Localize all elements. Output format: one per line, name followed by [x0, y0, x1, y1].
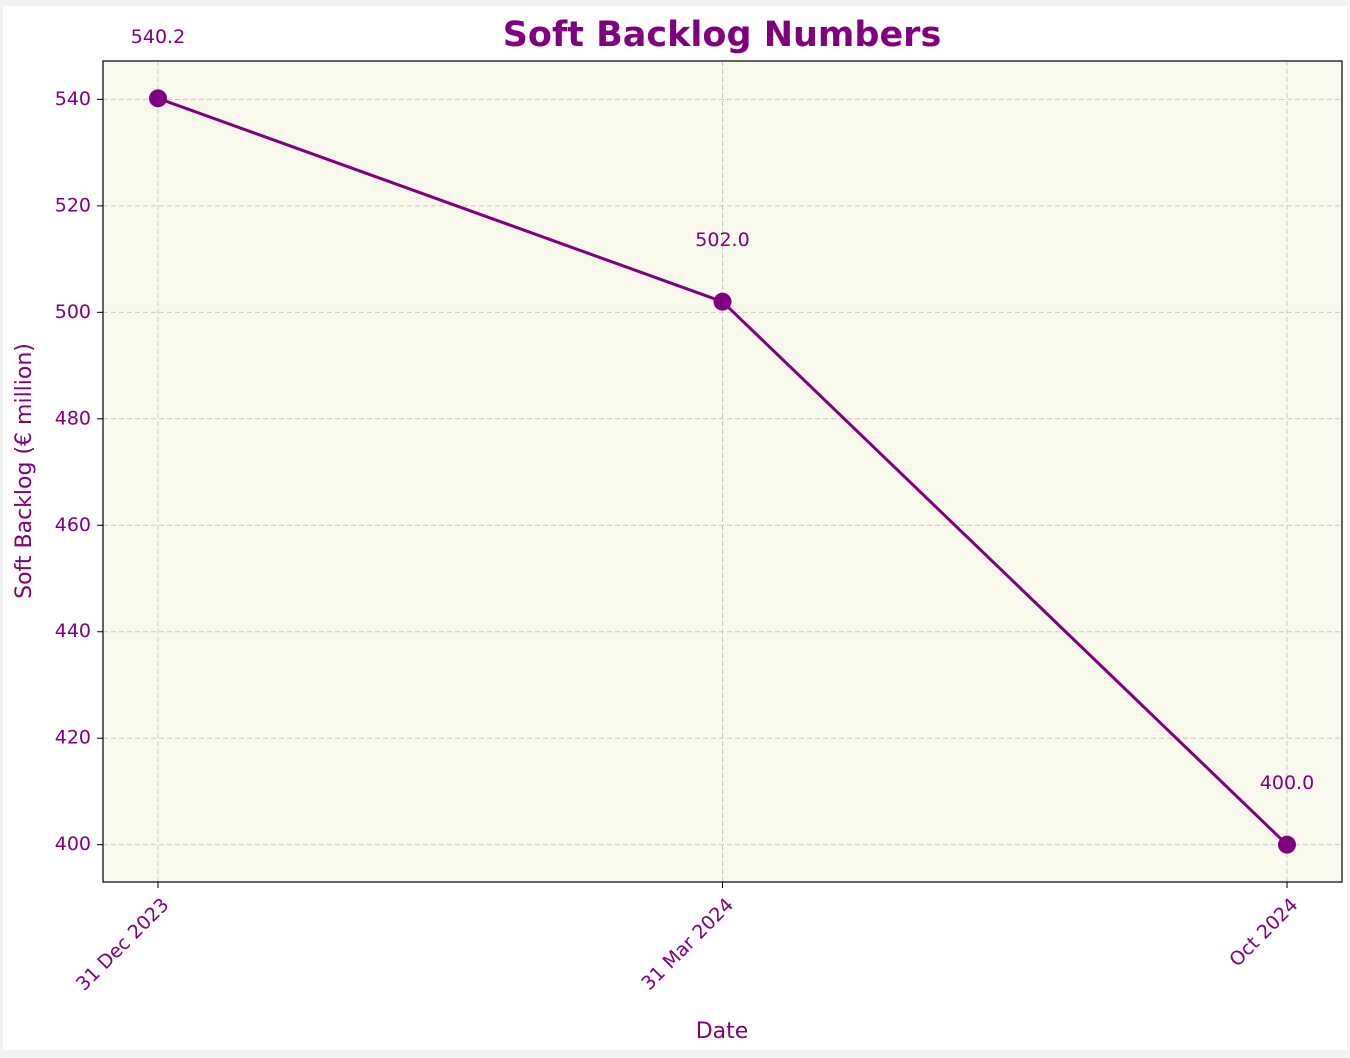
chart-title: Soft Backlog Numbers: [503, 15, 942, 55]
y-axis-label: Soft Backlog (€ million): [12, 343, 37, 599]
y-tick-label: 440: [55, 620, 91, 642]
y-tick-label: 520: [55, 194, 91, 216]
y-tick-label: 420: [55, 727, 91, 749]
point: [713, 292, 732, 311]
data-label: 400.0: [1260, 772, 1314, 794]
y-tick-label: 500: [55, 301, 91, 323]
data-label: 540.2: [131, 26, 185, 48]
x-axis-label: Date: [696, 1019, 749, 1044]
y-tick-label: 540: [55, 88, 91, 110]
data-label: 502.0: [695, 229, 749, 251]
point: [1278, 835, 1296, 854]
y-tick-label: 480: [55, 407, 91, 429]
y-tick-label: 400: [55, 833, 91, 855]
y-tick-label: 460: [55, 514, 91, 536]
point: [149, 89, 167, 108]
plot-frame: [102, 60, 1343, 883]
